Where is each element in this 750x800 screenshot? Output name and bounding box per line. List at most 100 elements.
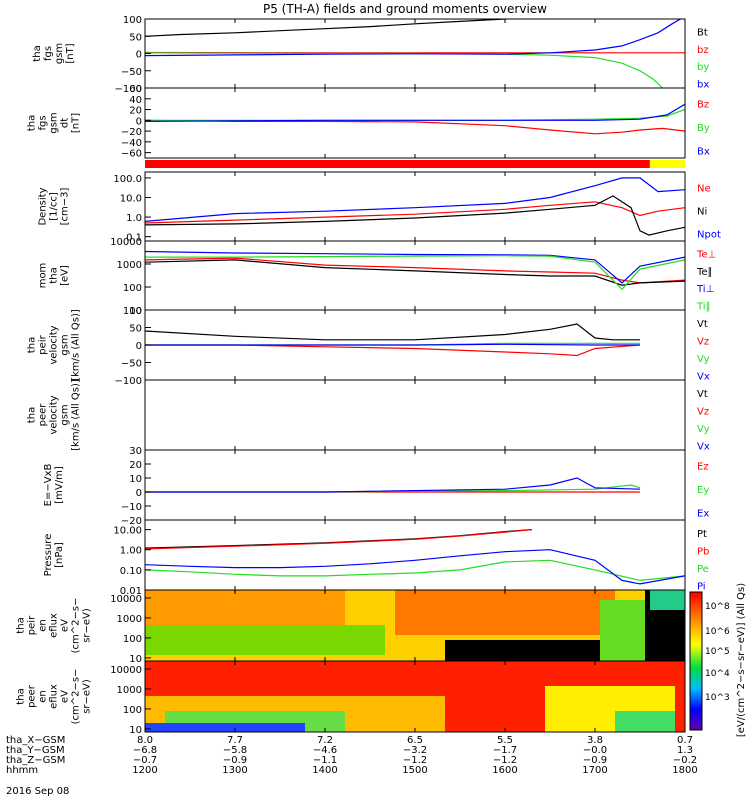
x-tick-value: 5.5 <box>497 735 513 746</box>
series-group-peir_velocity <box>145 323 641 357</box>
x-tick-value: −0.7 <box>133 755 157 766</box>
legend-entry: Vy <box>697 354 710 365</box>
series-pressure-3 <box>145 549 685 585</box>
x-row-label: hhmm <box>6 765 38 776</box>
legend-entry: Vt <box>697 389 708 400</box>
series-density-0 <box>145 201 685 224</box>
y-axis-label-line: eV <box>60 619 71 632</box>
panel-frame <box>144 379 686 451</box>
panel-frame <box>144 171 686 242</box>
y-tick-label: 1.00 <box>120 546 142 557</box>
series-temperature-2 <box>145 250 685 284</box>
panel-fgs_gsm: 100 50 0 −50 −100 tha fgs gsm [nT] Bt bz by bx <box>32 15 709 95</box>
y-tick-label: 50 <box>129 32 142 43</box>
x-tick-value: 1700 <box>582 765 607 776</box>
y-axis-label: tha fgs gsm dt [nT] <box>27 112 82 133</box>
y-tick-label: −40 <box>121 138 142 149</box>
date-label: 2016 Sep 08 <box>6 786 69 797</box>
x-tick-value: 1400 <box>312 765 337 776</box>
y-tick-label: 100 <box>123 15 142 26</box>
x-row-label: tha_Z−GSM <box>6 755 65 766</box>
panel-density: 100.0 10.0 1.0 0.1 Density [1/cc] [cm−3] Ne Ni Np… <box>38 160 721 244</box>
y-axis-label-line: [km/s (All Qs)] <box>71 379 82 451</box>
y-axis-label-line: velocity <box>49 325 60 364</box>
y-axis-label-line: tha <box>27 407 38 423</box>
y-tick-label: 100 <box>123 634 142 645</box>
y-axis-label: tha peir en eflux eV (cm^2−s− sr−eV) <box>16 598 93 654</box>
heatmap-region-top-end <box>650 590 685 610</box>
y-axis-label-line: Density <box>38 187 49 225</box>
legend-entry: Ti⊥ <box>696 284 714 295</box>
y-tick-label: 10 <box>129 474 142 485</box>
quality-flag-yellow <box>649 160 685 168</box>
x-tick-value: 0.7 <box>677 735 693 746</box>
y-axis-label: tha fgs gsm [nT] <box>32 43 76 64</box>
colorbar-tick: 10^8 <box>705 602 730 612</box>
y-axis-label-line: [nT] <box>65 43 76 63</box>
y-tick-label: 100 <box>123 283 142 294</box>
y-tick-label: 0.01 <box>120 586 142 597</box>
y-axis-label-line: en <box>38 619 49 632</box>
y-tick-label: 10.00 <box>113 526 142 537</box>
x-tick-value: −0.9 <box>583 755 607 766</box>
legend-entry: Ex <box>697 508 709 519</box>
legend-entry: Vx <box>697 371 710 382</box>
y-axis-label-line: peer <box>38 403 49 427</box>
y-tick-label: 10000 <box>110 594 142 605</box>
y-axis-label-line: tha <box>32 45 43 61</box>
y-tick-label: 100.0 <box>113 174 142 185</box>
x-tick-value: 1200 <box>132 765 157 776</box>
y-axis-label-line: [nPa] <box>54 542 65 568</box>
series-temperature-3 <box>145 255 685 291</box>
y-axis-label-line: (cm^2−s− <box>71 669 82 725</box>
y-tick-label: −20 <box>121 516 142 527</box>
y-tick-label: 1000 <box>117 260 142 271</box>
y-tick-label: 10 <box>129 654 142 665</box>
y-tick-label: 0.1 <box>126 233 142 244</box>
y-axis-label-line: fgs <box>43 46 54 61</box>
x-tick-value: −3.2 <box>403 745 427 756</box>
y-tick-label: 20 <box>129 106 142 117</box>
legend-entry: Vy <box>697 424 710 435</box>
y-tick-label: 0 <box>136 488 142 499</box>
x-tick-value: −0.9 <box>223 755 247 766</box>
legend-entry: Vt <box>697 319 708 330</box>
heatmap-region-lower-green <box>145 625 385 655</box>
series-fgs_gsm_detrended-0 <box>145 119 685 135</box>
y-tick-label: −60 <box>121 149 142 160</box>
legend-entry: Bx <box>697 146 710 157</box>
y-axis-label-line: peir <box>27 615 38 635</box>
panel-peer_eflux: 10000 1000 100 10 tha peer en eflux eV (cm^2−s− sr… <box>16 660 686 736</box>
heatmap-region-black-floor <box>445 640 605 661</box>
y-axis-label-line: en <box>38 690 49 703</box>
y-tick-label: 10000 <box>110 237 142 248</box>
colorbar: 10^8 10^6 10^5 10^4 10^3 [eV/(cm^2−s−sr−eV)] … <box>689 583 747 737</box>
colorbar-label: [eV/(cm^2−s−sr−eV)] (All Qs) <box>736 583 747 737</box>
y-tick-label: 0 <box>136 341 142 352</box>
x-tick-value: −6.8 <box>133 745 157 756</box>
x-tick-value: 1.3 <box>677 745 693 756</box>
y-tick-label: 1000 <box>117 614 142 625</box>
y-tick-label: −50 <box>121 67 142 78</box>
x-tick-value: −1.2 <box>403 755 427 766</box>
y-axis-label-line: gsm <box>60 404 71 425</box>
y-axis-label-line: [cm−3] <box>60 188 71 226</box>
legend-entry: Te⊥ <box>696 250 716 261</box>
y-axis-label-line: Pressure <box>43 534 54 577</box>
y-axis-label-line: sr−eV) <box>82 679 93 714</box>
legend-entry: Ey <box>697 485 709 496</box>
y-tick-label: −100 <box>115 84 142 95</box>
y-axis-label-line: tha <box>27 115 38 131</box>
x-tick-value: 3.8 <box>587 735 603 746</box>
y-axis-label-line: eflux <box>49 613 60 638</box>
x-tick-value: 8.0 <box>137 735 153 746</box>
series-pressure-1 <box>145 529 533 550</box>
y-axis-label-line: [1/cc] <box>49 192 60 221</box>
y-tick-label: 10 <box>129 306 142 317</box>
panel-peir_eflux: 10000 1000 100 10 tha peir en eflux eV (cm^2−s− sr… <box>16 589 686 665</box>
legend-entry: Pe <box>697 564 709 575</box>
legend-entry: bz <box>697 45 709 56</box>
